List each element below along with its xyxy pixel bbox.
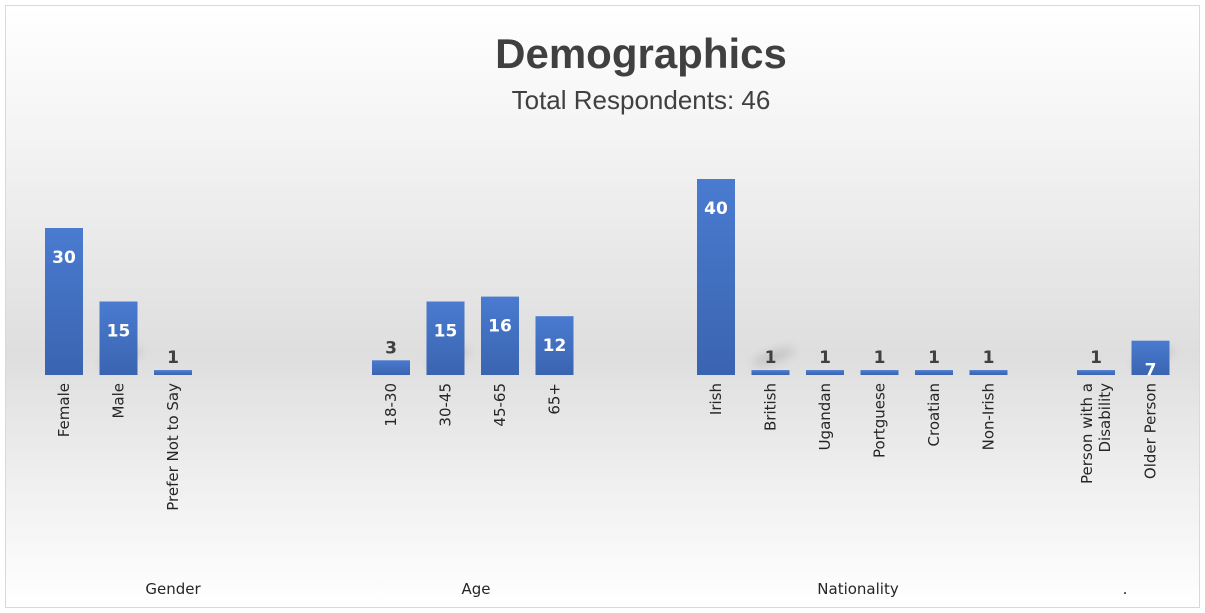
category-label-line: Croatian [925, 383, 943, 446]
chart-area: Demographics Total Respondents: 46 30 15 1… [5, 5, 1200, 608]
data-label-person-with-a-disability: 1 [1090, 348, 1102, 368]
data-label-croatian: 1 [928, 348, 940, 368]
category-label-female: Female [55, 383, 73, 437]
bar-shadow [752, 348, 795, 366]
category-label-line: Portguese [871, 383, 889, 458]
group-label-age: Age [461, 580, 490, 598]
group-label-gender: Gender [145, 580, 201, 598]
category-label-line: British [762, 383, 780, 431]
category-label-line: 45-65 [491, 383, 509, 427]
data-label-45-65: 16 [488, 317, 512, 337]
category-label-65: 65+ [546, 383, 564, 415]
group-label-item: . [1123, 580, 1128, 598]
category-label-ugandan: Ugandan [816, 383, 834, 450]
category-label-person-with-a-disability: Person with a Disability [1078, 383, 1114, 484]
bar-45-65 [481, 296, 519, 375]
data-label-irish: 40 [704, 199, 728, 219]
bar-older-person [1131, 340, 1170, 375]
data-label-ugandan: 1 [819, 348, 831, 368]
category-label-male: Male [110, 383, 128, 419]
bar-female [45, 228, 83, 375]
group-labels: Gender Age Nationality. [145, 580, 1127, 598]
data-label-non-irish: 1 [983, 348, 995, 368]
category-label-line: Older Person [1142, 383, 1160, 479]
bar-portguese [860, 370, 899, 375]
group-label-nationality: Nationality [817, 580, 899, 598]
category-label-british: British [762, 383, 780, 431]
category-label-portguese: Portguese [871, 383, 889, 458]
category-label-line: 30-45 [437, 383, 455, 427]
data-label-british: 1 [765, 348, 777, 368]
bar-prefer-not-to-say [154, 370, 192, 375]
category-label-line: Female [55, 383, 73, 437]
category-label-line: Irish [707, 383, 725, 415]
category-labels: Female Male Prefer Not to Say 18-30 30-45 45-… [55, 383, 1160, 511]
data-label-30-45: 15 [434, 322, 458, 342]
data-label-male: 15 [107, 322, 131, 342]
category-label-non-irish: Non-Irish [980, 383, 998, 450]
data-label-prefer-not-to-say: 1 [167, 348, 179, 368]
bar-non-irish [969, 370, 1008, 375]
data-label-18-30: 3 [385, 338, 397, 358]
bar-30-45 [426, 301, 465, 375]
bar-male [99, 301, 138, 375]
bar-18-30 [372, 360, 410, 375]
data-label-65: 12 [543, 336, 567, 356]
category-label-45-65: 45-65 [491, 383, 509, 427]
bar-shadows [100, 348, 1175, 366]
bar-british [751, 370, 790, 375]
bar-person-with-a-disability [1077, 370, 1115, 375]
bar-irish [697, 179, 735, 375]
bar-65 [535, 316, 574, 375]
data-labels: 30 15 1 3 15 16 12 40 1 1 1 1 1 1 7 [52, 199, 1156, 381]
category-label-line: Person with a [1078, 383, 1096, 484]
chart-subtitle: Total Respondents: 46 [512, 85, 771, 115]
category-label-line: 18-30 [382, 383, 400, 427]
chart-svg: Demographics Total Respondents: 46 30 15 1… [45, 30, 1175, 598]
bar-ugandan [806, 370, 844, 375]
category-label-line: Disability [1096, 383, 1114, 453]
category-label-older-person: Older Person [1142, 383, 1160, 479]
category-label-30-45: 30-45 [437, 383, 455, 427]
category-label-irish: Irish [707, 383, 725, 415]
chart-title: Demographics [495, 30, 787, 77]
bar-croatian [915, 370, 953, 375]
category-label-18-30: 18-30 [382, 383, 400, 427]
category-label-line: 65+ [546, 383, 564, 415]
category-label-prefer-not-to-say: Prefer Not to Say [164, 383, 182, 511]
data-label-female: 30 [52, 248, 76, 268]
category-label-line: Non-Irish [980, 383, 998, 450]
category-label-line: Ugandan [816, 383, 834, 450]
category-label-line: Prefer Not to Say [164, 383, 182, 511]
bars [45, 179, 1170, 375]
category-label-line: Male [110, 383, 128, 419]
data-label-older-person: 7 [1145, 361, 1157, 381]
category-label-croatian: Croatian [925, 383, 943, 446]
data-label-portguese: 1 [874, 348, 886, 368]
